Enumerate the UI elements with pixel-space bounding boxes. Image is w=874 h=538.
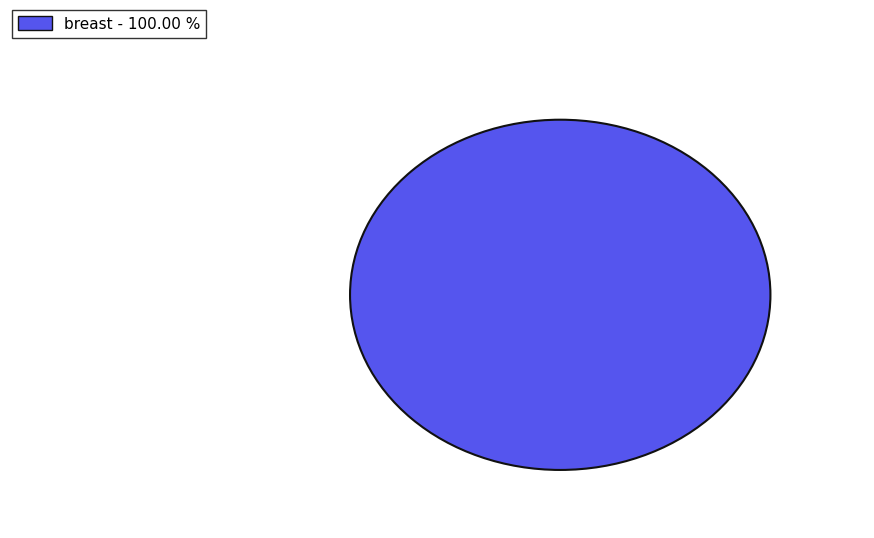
Ellipse shape [350,120,771,470]
Legend: breast - 100.00 %: breast - 100.00 % [12,10,206,38]
